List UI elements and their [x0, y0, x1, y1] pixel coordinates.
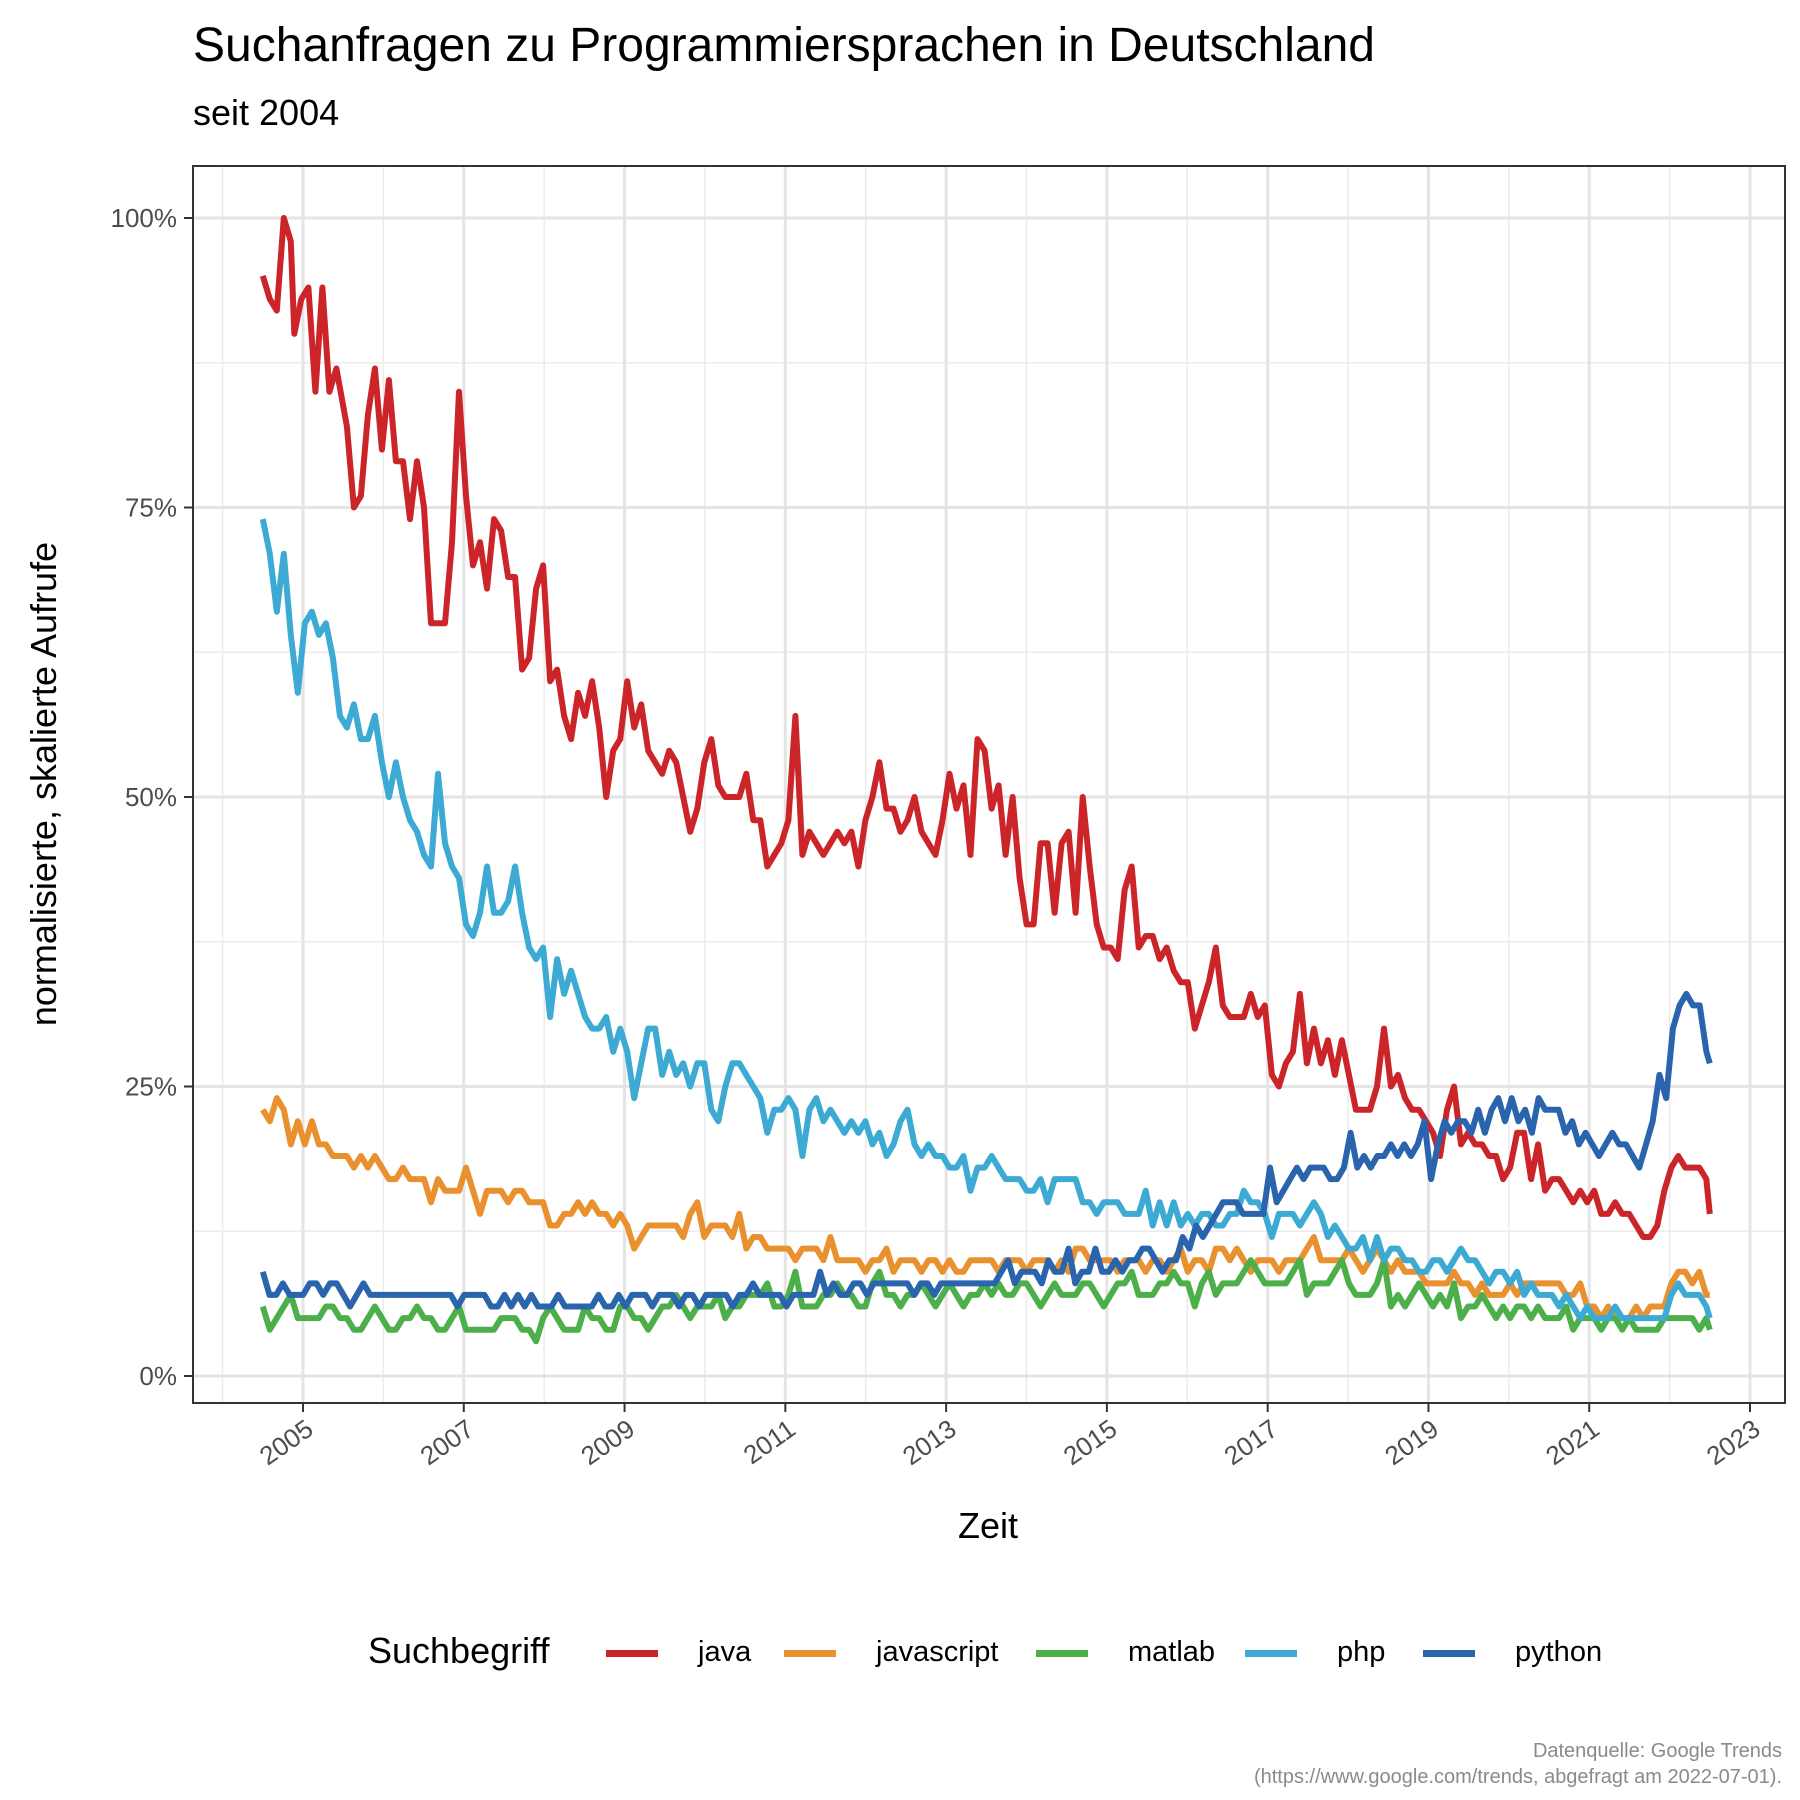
x-axis-title: Zeit [958, 1505, 1018, 1546]
x-tick-label: 2011 [738, 1413, 801, 1470]
y-tick-label: 100% [111, 203, 178, 233]
x-tick-label: 2015 [1058, 1413, 1123, 1471]
x-tick-label: 2021 [1540, 1413, 1605, 1471]
x-tick-label: 2009 [575, 1413, 640, 1471]
legend-title: Suchbegriff [368, 1630, 550, 1671]
legend-key-php [1245, 1650, 1297, 1657]
x-axis: 2005 2007 2009 2011 2013 2015 2017 2019 2021 2023 [254, 1403, 1766, 1471]
x-tick-label: 2005 [254, 1413, 319, 1471]
legend-label-java: java [698, 1636, 752, 1668]
grid-major [193, 166, 1785, 1403]
y-tick-label: 0% [139, 1361, 177, 1391]
caption-line-1: Datenquelle: Google Trends [1532, 1740, 1782, 1762]
y-axis-title: normalisierte, skalierte Aufrufe [23, 542, 64, 1026]
legend-label-javascript: javascript [876, 1636, 999, 1668]
series-layer [259, 215, 1713, 1345]
legend-key-javascript [784, 1650, 836, 1657]
legend: Suchbegriff java javascript matlab php pytho… [0, 1630, 1800, 1680]
series-line-matlab [259, 1257, 1713, 1345]
legend-label-python: python [1515, 1636, 1603, 1668]
y-axis: 0% 25% 50% 75% 100% [111, 203, 193, 1391]
y-tick-label: 25% [125, 1072, 177, 1102]
plot-panel-border [192, 165, 1786, 1404]
caption-line-2: (https://www.google.com/trends, abgefrag… [1253, 1766, 1782, 1788]
source-caption: Datenquelle: Google Trends (https://www.… [1254, 1738, 1782, 1790]
legend-key-matlab [1036, 1650, 1088, 1657]
grid-minor [193, 166, 1785, 1403]
series-line-java [259, 215, 1713, 1240]
legend-label-matlab: matlab [1128, 1636, 1216, 1668]
chart-title: Suchanfragen zu Programmiersprachen in D… [193, 19, 1375, 72]
x-tick-label: 2023 [1701, 1413, 1766, 1471]
legend-key-java [606, 1650, 658, 1657]
x-tick-label: 2019 [1379, 1413, 1444, 1471]
series-line-php [259, 518, 1713, 1322]
y-tick-label: 50% [125, 782, 177, 812]
chart-subtitle: seit 2004 [193, 92, 340, 133]
legend-key-python [1423, 1650, 1475, 1657]
legend-label-php: php [1337, 1636, 1386, 1668]
x-tick-label: 2013 [897, 1413, 962, 1471]
x-tick-label: 2007 [415, 1413, 480, 1471]
series-line-python [259, 990, 1713, 1310]
y-tick-label: 75% [125, 493, 177, 523]
x-tick-label: 2017 [1219, 1413, 1284, 1471]
